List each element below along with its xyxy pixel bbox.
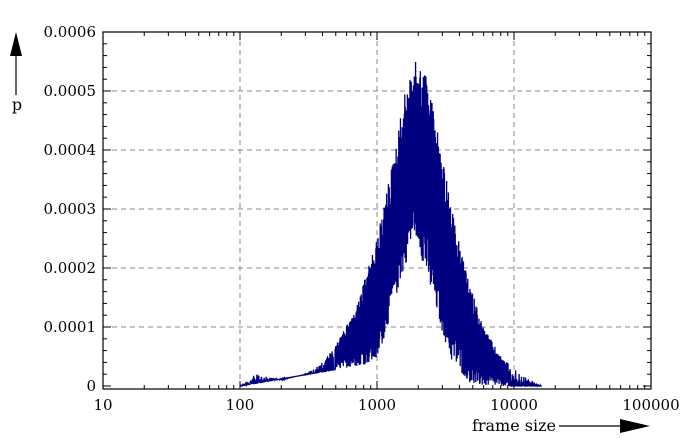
series-layer xyxy=(239,61,542,388)
tick-labels: 10 100 1000 10000 100000 0 0.0001 0.0002 0.0003 0… xyxy=(44,23,680,414)
y-axis-label: p xyxy=(12,95,22,114)
x-axis-arrow-head xyxy=(620,419,650,433)
y-axis-arrow-head xyxy=(10,32,22,56)
x-tick-label: 10000 xyxy=(490,396,538,414)
y-tick-label: 0.0004 xyxy=(44,141,97,159)
y-tick-label: 0 xyxy=(86,377,96,395)
x-tick-label: 100 xyxy=(226,396,255,414)
x-axis-label-group: frame size xyxy=(472,416,650,435)
x-axis-label: frame size xyxy=(472,416,556,435)
y-tick-label: 0.0006 xyxy=(44,23,97,41)
y-tick-label: 0.0003 xyxy=(44,200,97,218)
x-tick-label: 10 xyxy=(93,396,112,414)
y-tick-label: 0.0001 xyxy=(44,318,97,336)
tick-marks xyxy=(102,31,652,389)
series-line xyxy=(239,61,542,388)
x-tick-label: 100000 xyxy=(622,396,679,414)
x-tick-label: 1000 xyxy=(358,396,396,414)
y-tick-label: 0.0002 xyxy=(44,259,97,277)
y-tick-label: 0.0005 xyxy=(44,82,97,100)
y-axis-label-group: p xyxy=(10,32,22,114)
